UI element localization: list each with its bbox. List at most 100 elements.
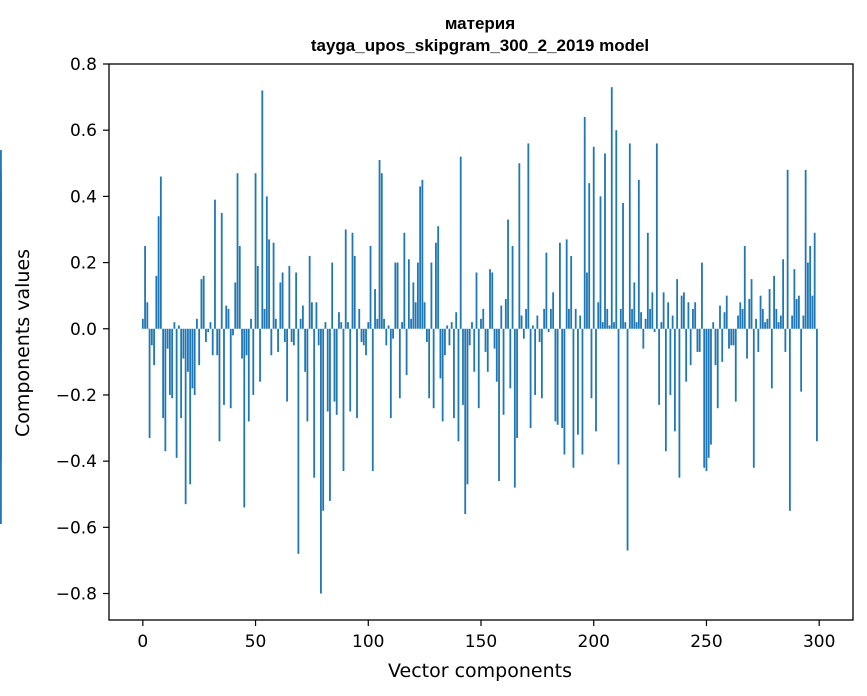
bar-194 bbox=[579, 315, 582, 329]
bar-147 bbox=[473, 328, 476, 372]
bar-undefined bbox=[0, 262, 2, 329]
bar-83 bbox=[329, 328, 331, 501]
bar-72 bbox=[304, 328, 307, 372]
bar-174 bbox=[534, 328, 537, 395]
bar-275 bbox=[761, 308, 764, 329]
bar-217 bbox=[631, 308, 633, 329]
bar-186 bbox=[561, 328, 564, 429]
bar-80 bbox=[322, 328, 325, 511]
bar-23 bbox=[193, 328, 196, 395]
bar-243 bbox=[689, 328, 692, 366]
bar-149 bbox=[477, 328, 480, 409]
bar-161 bbox=[504, 298, 507, 329]
bar-12 bbox=[168, 328, 171, 395]
bar-136 bbox=[448, 328, 451, 346]
bar-52 bbox=[259, 328, 261, 382]
bar-60 bbox=[277, 328, 279, 352]
bar-158 bbox=[498, 328, 500, 481]
bar-258 bbox=[723, 312, 726, 329]
bar-191 bbox=[572, 328, 575, 468]
bar-2 bbox=[146, 302, 149, 329]
bar-70 bbox=[299, 318, 302, 329]
bar-219 bbox=[635, 322, 638, 329]
bar-67 bbox=[292, 328, 295, 346]
bar-246 bbox=[696, 328, 699, 352]
plot-area-frame bbox=[108, 63, 854, 621]
bar-110 bbox=[389, 328, 392, 419]
bar-128 bbox=[430, 262, 433, 329]
x-tick-label: 250 bbox=[690, 632, 722, 652]
bar-239 bbox=[680, 295, 683, 329]
bar-299 bbox=[816, 328, 818, 442]
bar-179 bbox=[545, 252, 548, 329]
bar-24 bbox=[196, 318, 198, 329]
bar-266 bbox=[741, 308, 744, 329]
bar-204 bbox=[601, 322, 604, 329]
bar-226 bbox=[651, 292, 654, 329]
y-tick-label: 0.2 bbox=[70, 254, 97, 274]
bar-234 bbox=[669, 328, 672, 395]
bar-98 bbox=[362, 328, 365, 346]
bar-39 bbox=[229, 328, 232, 409]
bar-288 bbox=[791, 315, 794, 329]
bar-241 bbox=[685, 328, 688, 382]
y-tick-label: 0.4 bbox=[70, 187, 97, 207]
bar-236 bbox=[673, 328, 676, 432]
bar-197 bbox=[586, 272, 588, 329]
x-tick-label: 300 bbox=[803, 632, 835, 652]
bar-159 bbox=[500, 305, 503, 329]
bar-48 bbox=[250, 318, 252, 329]
bar-279 bbox=[770, 328, 773, 389]
y-axis-label: Components values bbox=[12, 249, 34, 437]
bar-164 bbox=[511, 246, 514, 329]
bar-178 bbox=[543, 308, 546, 329]
bar-22 bbox=[191, 328, 194, 389]
bar-122 bbox=[416, 262, 419, 329]
bar-96 bbox=[358, 308, 361, 329]
bar-51 bbox=[256, 265, 259, 329]
bar-20 bbox=[187, 328, 189, 372]
y-tick-label: 0.6 bbox=[70, 121, 97, 141]
bar-172 bbox=[529, 328, 532, 429]
y-tick-label: −0.4 bbox=[56, 452, 97, 472]
bar-90 bbox=[344, 229, 347, 329]
bar-173 bbox=[531, 325, 534, 329]
bar-209 bbox=[613, 322, 615, 329]
bar-148 bbox=[475, 272, 478, 329]
bar-undefined bbox=[0, 150, 2, 329]
bar-249 bbox=[703, 328, 706, 468]
bar-124 bbox=[421, 179, 424, 329]
chart-title: материя bbox=[445, 14, 515, 33]
bar-118 bbox=[407, 259, 410, 329]
bar-undefined bbox=[0, 328, 2, 525]
x-axis-label: Vector components bbox=[388, 660, 572, 682]
bar-214 bbox=[624, 322, 627, 329]
bar-220 bbox=[637, 179, 640, 329]
bar-238 bbox=[678, 328, 681, 478]
bar-32 bbox=[214, 199, 216, 329]
bar-202 bbox=[597, 302, 600, 329]
x-tick-label: 100 bbox=[352, 632, 384, 652]
bar-271 bbox=[752, 328, 755, 468]
bar-5 bbox=[153, 328, 155, 366]
bar-215 bbox=[626, 328, 629, 551]
bar-277 bbox=[766, 318, 769, 329]
bar-232 bbox=[664, 328, 667, 452]
bar-154 bbox=[489, 269, 491, 329]
bar-190 bbox=[570, 255, 573, 329]
bar-89 bbox=[342, 328, 345, 472]
bar-56 bbox=[268, 239, 270, 329]
y-tick-label: 0.8 bbox=[70, 55, 97, 75]
bar-93 bbox=[351, 232, 354, 329]
bar-152 bbox=[484, 328, 487, 352]
bar-242 bbox=[687, 302, 690, 329]
chart-subtitle: tayga_upos_skipgram_300_2_2019 model bbox=[311, 36, 649, 55]
bar-201 bbox=[595, 328, 597, 432]
bar-79 bbox=[320, 328, 322, 594]
bar-233 bbox=[667, 302, 670, 329]
bar-127 bbox=[428, 328, 431, 399]
bar-8 bbox=[159, 176, 162, 329]
bar-195 bbox=[581, 328, 584, 455]
bar-294 bbox=[804, 169, 807, 329]
bar-282 bbox=[777, 322, 780, 329]
